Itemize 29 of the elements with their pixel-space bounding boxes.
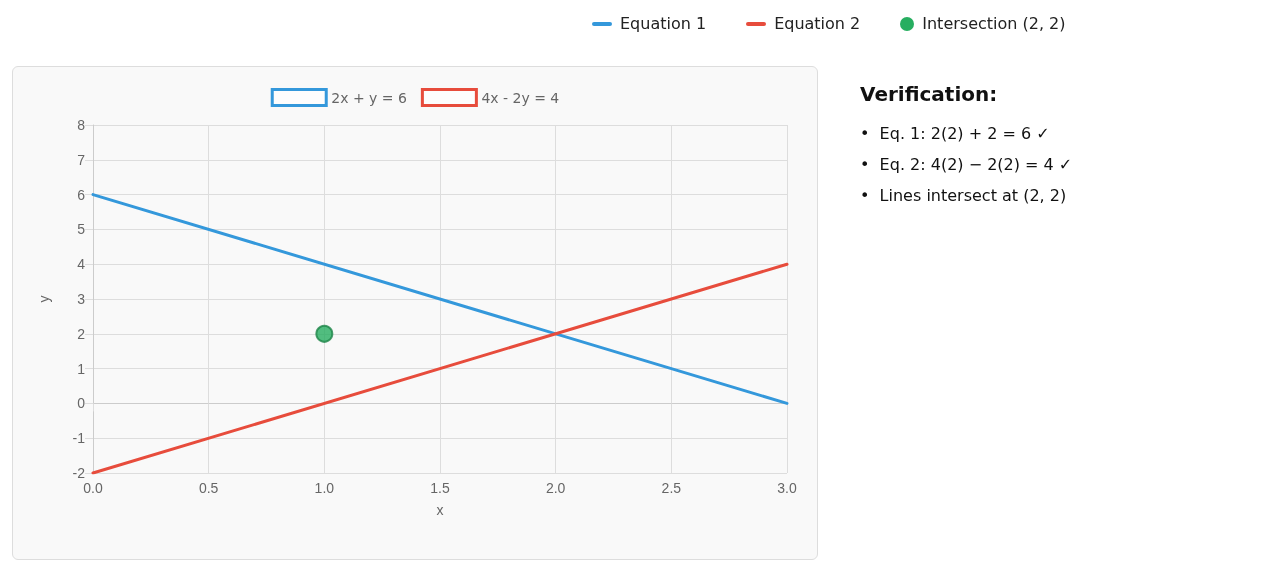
y-tick-label: 1 — [77, 360, 86, 377]
legend-label: 4x - 2y = 4 — [481, 89, 560, 106]
text: Verification: — [860, 82, 999, 106]
y-tick-label: 4 — [77, 256, 86, 273]
y-tick-label: 5 — [77, 221, 86, 238]
y-tick-label: 2 — [77, 325, 86, 342]
text: Equation 1 — [620, 14, 707, 33]
x-axis-title: x — [436, 502, 444, 518]
text: • Eq. 2: 4(2) − 2(2) = 4 ✓ — [860, 155, 1074, 174]
x-tick-label: 3.0 — [777, 480, 797, 496]
x-tick-label: 1.0 — [314, 480, 335, 496]
y-tick-label: -1 — [72, 430, 86, 447]
text: • Eq. 1: 2(2) + 2 = 6 ✓ — [860, 124, 1051, 143]
y-tick-label: 0 — [77, 395, 86, 412]
y-tick-label: 6 — [77, 186, 86, 203]
text: • Lines intersect at (2, 2) — [860, 186, 1068, 205]
legend-label: 2x + y = 6 — [331, 89, 407, 106]
x-tick-label: 2.0 — [545, 480, 566, 496]
y-tick-label: 8 — [77, 117, 86, 133]
x-tick-label: 0.0 — [83, 480, 103, 496]
x-tick-label: 2.5 — [661, 480, 682, 496]
y-axis-title: y — [36, 295, 52, 303]
y-tick-label: 3 — [77, 291, 86, 307]
y-tick-label: 7 — [77, 151, 86, 168]
text: Intersection (2, 2) — [922, 14, 1066, 33]
x-tick-label: 0.5 — [198, 480, 219, 496]
text: Equation 2 — [774, 14, 861, 33]
y-tick-label: -2 — [72, 465, 86, 481]
x-tick-label: 1.5 — [430, 480, 450, 496]
